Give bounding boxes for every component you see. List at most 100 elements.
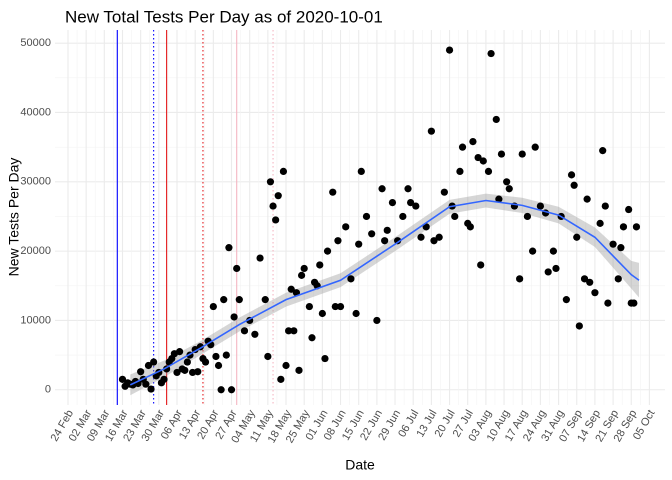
data-point — [240, 327, 249, 335]
data-point — [362, 212, 371, 221]
data-point — [316, 261, 324, 269]
data-point — [175, 348, 184, 356]
data-point — [277, 375, 285, 383]
data-point — [272, 216, 280, 224]
data-point — [549, 247, 557, 255]
data-point — [373, 316, 381, 325]
data-point — [609, 240, 617, 248]
data-point — [518, 150, 526, 158]
data-point — [516, 275, 524, 283]
y-axis-title: New Tests Per Day — [6, 158, 22, 277]
data-point — [118, 375, 127, 383]
data-point — [562, 296, 570, 304]
data-point — [495, 195, 503, 203]
data-point — [427, 127, 435, 135]
y-tick-label: 0 — [45, 384, 51, 396]
data-point — [487, 49, 495, 58]
data-point — [567, 171, 576, 179]
y-tick-label: 10000 — [20, 314, 51, 326]
data-point — [378, 185, 386, 193]
data-point — [329, 188, 337, 196]
data-point — [225, 244, 233, 252]
data-point — [601, 202, 609, 210]
data-point — [144, 361, 153, 370]
data-point — [321, 354, 329, 363]
data-point — [295, 366, 303, 374]
grid — [55, 30, 665, 405]
data-point — [269, 202, 277, 210]
data-point — [230, 313, 238, 321]
data-point — [458, 143, 467, 151]
data-point — [573, 233, 581, 241]
data-point — [318, 309, 326, 318]
data-point — [604, 299, 612, 307]
data-point — [435, 233, 443, 241]
chart-title: New Total Tests Per Day as of 2020-10-01 — [65, 7, 383, 26]
data-point — [451, 212, 459, 221]
data-point — [233, 264, 241, 273]
data-point — [282, 361, 290, 370]
data-point — [274, 192, 282, 200]
data-point — [479, 157, 487, 165]
y-tick-label: 50000 — [20, 37, 51, 49]
data-point — [217, 386, 225, 394]
data-point — [599, 147, 607, 155]
data-point — [422, 223, 430, 231]
data-point — [407, 198, 415, 207]
data-point — [352, 309, 360, 318]
data-point — [503, 178, 511, 186]
data-point — [279, 167, 288, 176]
data-point — [544, 268, 552, 276]
data-point — [552, 264, 560, 273]
data-point — [570, 181, 578, 189]
data-point — [531, 143, 539, 151]
data-point — [583, 195, 591, 203]
data-point — [430, 237, 438, 245]
data-point — [596, 219, 604, 227]
data-point — [308, 334, 316, 342]
data-point — [477, 261, 485, 269]
data-point — [484, 167, 493, 176]
data-point — [445, 46, 454, 54]
data-point — [492, 115, 500, 124]
data-point — [529, 247, 537, 255]
data-point — [235, 296, 243, 304]
data-point — [214, 361, 223, 370]
data-point — [591, 289, 599, 297]
data-point — [614, 275, 622, 283]
data-point — [220, 296, 228, 304]
data-point — [388, 198, 397, 207]
data-point — [266, 178, 275, 186]
marks — [116, 30, 641, 405]
data-point — [194, 368, 202, 376]
data-point — [183, 358, 191, 366]
data-point — [536, 202, 545, 210]
y-tick-label: 30000 — [20, 176, 51, 188]
data-point — [222, 351, 230, 359]
data-point — [323, 247, 332, 255]
data-point — [342, 223, 350, 231]
y-tick-label: 40000 — [20, 106, 51, 118]
y-tick-label: 20000 — [20, 245, 51, 257]
data-point — [456, 167, 464, 176]
data-point — [336, 302, 345, 311]
data-point — [357, 167, 365, 176]
data-point — [147, 385, 155, 393]
data-point — [586, 278, 594, 286]
data-point — [417, 233, 425, 241]
data-point — [201, 358, 210, 366]
data-point — [625, 205, 633, 214]
data-point — [264, 352, 272, 361]
data-point — [287, 285, 295, 293]
data-point — [580, 275, 589, 283]
data-point — [399, 212, 407, 221]
data-point — [150, 358, 158, 366]
data-point — [383, 226, 391, 234]
data-point — [355, 240, 363, 248]
data-point — [290, 327, 298, 335]
data-point — [381, 237, 389, 245]
x-axis-title: Date — [345, 457, 375, 473]
data-point — [368, 230, 376, 238]
data-point — [212, 352, 220, 361]
data-point — [137, 368, 145, 376]
